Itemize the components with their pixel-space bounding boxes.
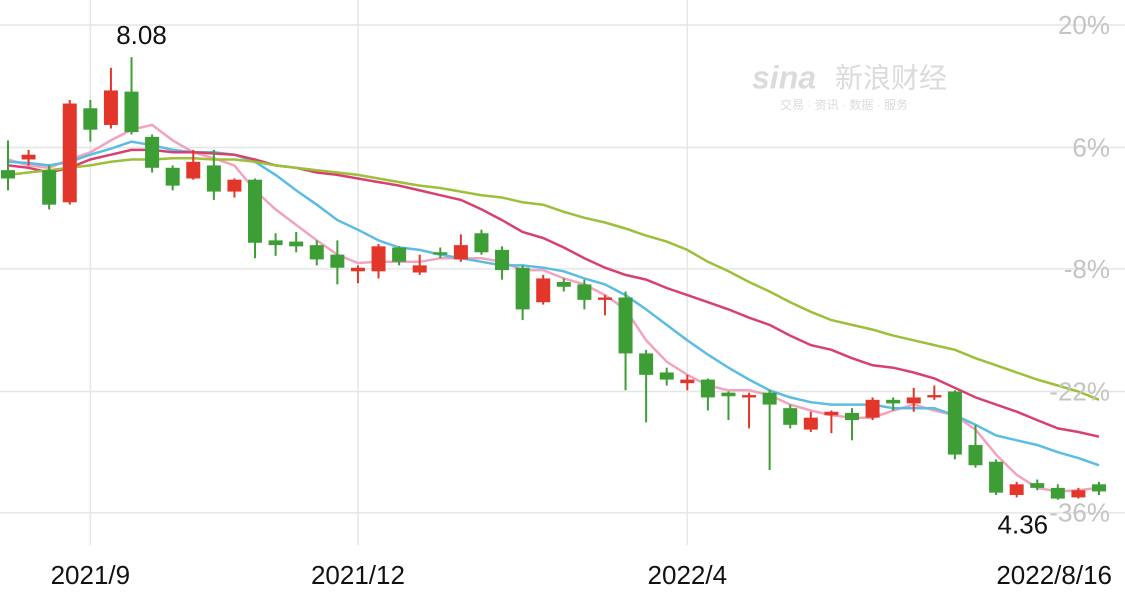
candle-body [227, 179, 242, 192]
candle-body [927, 395, 942, 398]
candle-body [1009, 484, 1024, 496]
candle-body [989, 461, 1004, 493]
max-label: 8.08 [116, 20, 167, 50]
candle-body [968, 445, 983, 466]
candle-body [186, 161, 201, 179]
candle-body [844, 412, 859, 421]
ma-line [7, 123, 1100, 493]
candle-body [433, 252, 448, 255]
candle-body [639, 353, 654, 375]
candle-body [1071, 490, 1086, 498]
candle-body [824, 411, 839, 416]
ma-lines [7, 123, 1100, 493]
candle-body [412, 265, 427, 273]
watermark-tagline: 交易 · 资讯 · 数据 · 服务 [780, 97, 908, 112]
candle-body [515, 267, 530, 310]
candle-body [248, 179, 263, 243]
candle-body [165, 167, 180, 186]
ma-line [7, 157, 1100, 401]
candle-body [659, 372, 674, 380]
x-tick-label: 2021/12 [311, 560, 405, 590]
x-tick-label: 2021/9 [51, 560, 131, 590]
candle-body [865, 399, 880, 418]
candle-body [947, 391, 962, 455]
candle-body [783, 408, 798, 425]
candle-body [206, 165, 221, 192]
x-tick-label: 2022/4 [648, 560, 728, 590]
candle-body [495, 249, 510, 271]
candle-body [371, 246, 386, 272]
min-label: 4.36 [998, 510, 1049, 540]
labels: 20% 6% -8% -22% -36% 2021/9 2021/12 2022/4 2022/… [51, 10, 1112, 590]
y-tick-label: 20% [1058, 10, 1110, 40]
candle-body [1050, 487, 1065, 499]
candle-body [309, 245, 324, 260]
candle-body [906, 397, 921, 404]
y-tick-label: -22% [1049, 376, 1110, 406]
candle-body [350, 267, 365, 272]
candle-body [330, 254, 345, 268]
candle-body [577, 284, 592, 300]
candle-body [742, 395, 757, 398]
candle-body [536, 278, 551, 303]
x-tick-label: 2022/8/16 [996, 560, 1112, 590]
candle-body [1030, 483, 1045, 488]
candle-body [83, 108, 98, 130]
candle-body [721, 392, 736, 397]
candle-body [700, 379, 715, 398]
candle-body [1, 170, 15, 179]
candle-body [392, 247, 407, 262]
candle-body [886, 399, 901, 404]
candle-body [556, 282, 571, 287]
candle-body [474, 233, 489, 253]
candle-body [597, 297, 612, 300]
candle-body [680, 379, 695, 384]
candle-body [21, 154, 36, 160]
candle-body [268, 240, 283, 246]
candle-body [453, 245, 468, 260]
watermark-brand: sina [752, 59, 816, 95]
watermark-name: 新浪财经 [835, 62, 947, 93]
candle-body [803, 417, 818, 430]
ma-line [7, 148, 1100, 438]
candle-body [618, 297, 633, 354]
candle-body [1092, 484, 1106, 492]
candle-body [62, 103, 77, 203]
candles [1, 57, 1106, 500]
candle-body [145, 136, 160, 168]
watermark: sina 新浪财经 交易 · 资讯 · 数据 · 服务 [752, 59, 947, 112]
candle-body [103, 90, 118, 125]
candle-body [289, 241, 304, 247]
candle-body [124, 91, 139, 133]
y-tick-label: 6% [1072, 132, 1110, 162]
y-tick-label: -36% [1049, 498, 1110, 528]
candle-body [42, 170, 57, 205]
candle-body [762, 392, 777, 405]
y-tick-label: -8% [1064, 254, 1110, 284]
